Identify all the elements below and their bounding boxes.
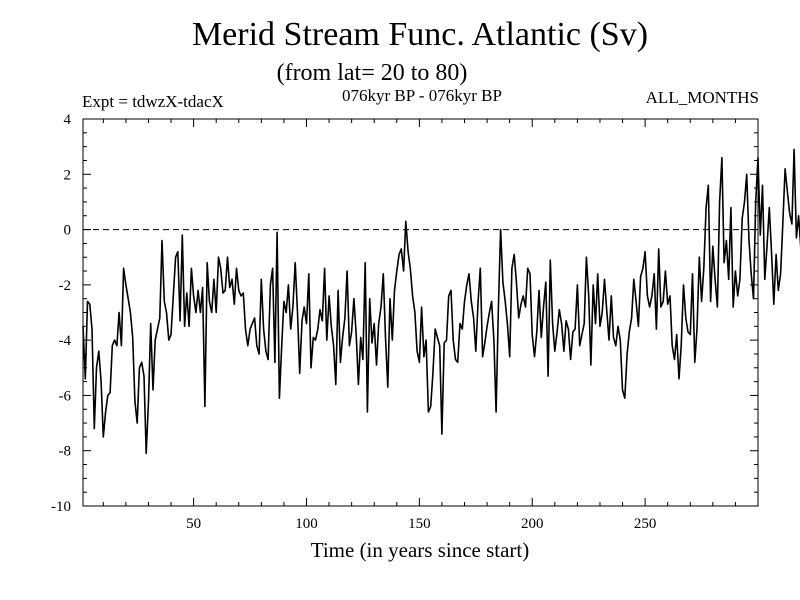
y-tick-label: 4	[64, 112, 72, 128]
x-tick-label: 100	[295, 516, 318, 532]
y-tick-label: -10	[51, 499, 71, 515]
x-tick-label: 50	[186, 516, 201, 532]
y-tick-label: -6	[59, 388, 72, 404]
x-tick-label: 250	[634, 516, 657, 532]
series-line	[82, 148, 800, 455]
x-tick-label: 200	[521, 516, 544, 532]
chart-subtitle: (from lat= 20 to 80)	[276, 60, 468, 86]
y-tick-label: -4	[59, 333, 72, 349]
period-label: 076kyr BP - 076kyr BP	[342, 86, 502, 105]
y-tick-label: -8	[59, 444, 72, 460]
x-tick-label: 150	[408, 516, 431, 532]
chart-title: Merid Stream Func. Atlantic (Sv)	[191, 16, 649, 53]
experiment-label: Expt = tdwzX-tdacX	[82, 92, 224, 111]
y-tick-label: -2	[59, 278, 72, 294]
months-label: ALL_MONTHS	[645, 88, 759, 107]
y-tick-label: 2	[64, 167, 72, 183]
y-tick-label: 0	[64, 223, 72, 239]
x-axis-label: Time (in years since start)	[310, 538, 530, 562]
